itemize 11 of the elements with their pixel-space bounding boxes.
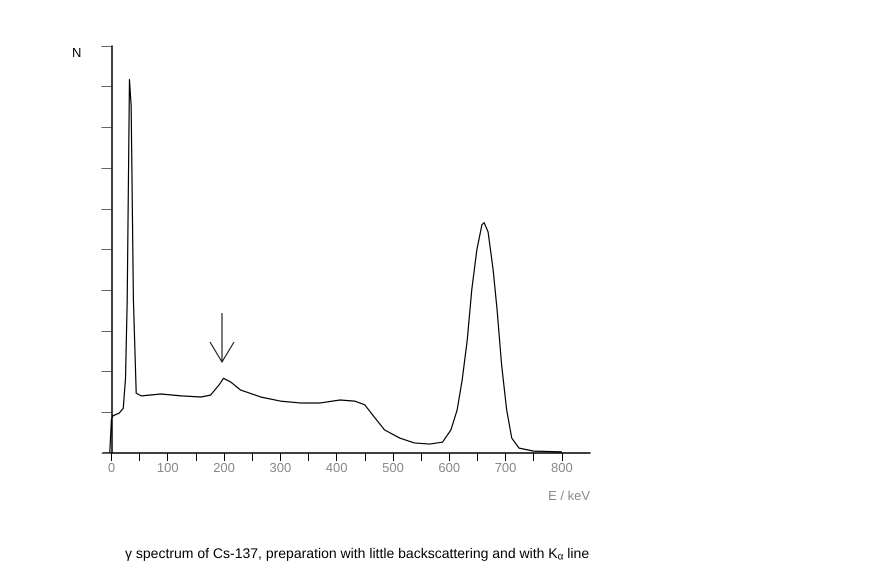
x-tick-label: 200 <box>213 460 235 475</box>
x-tick-label: 500 <box>382 460 404 475</box>
x-axis-title: E / keV <box>548 488 590 503</box>
y-axis-title: N <box>72 45 82 60</box>
x-tick-label: 0 <box>108 460 116 475</box>
x-tick-label: 100 <box>156 460 179 475</box>
x-tick-label: 800 <box>551 460 573 475</box>
x-tick-label: 700 <box>494 460 516 475</box>
x-tick-label: 300 <box>269 460 292 475</box>
x-tick-label: 400 <box>326 460 348 475</box>
x-tick-label: 600 <box>438 460 460 475</box>
